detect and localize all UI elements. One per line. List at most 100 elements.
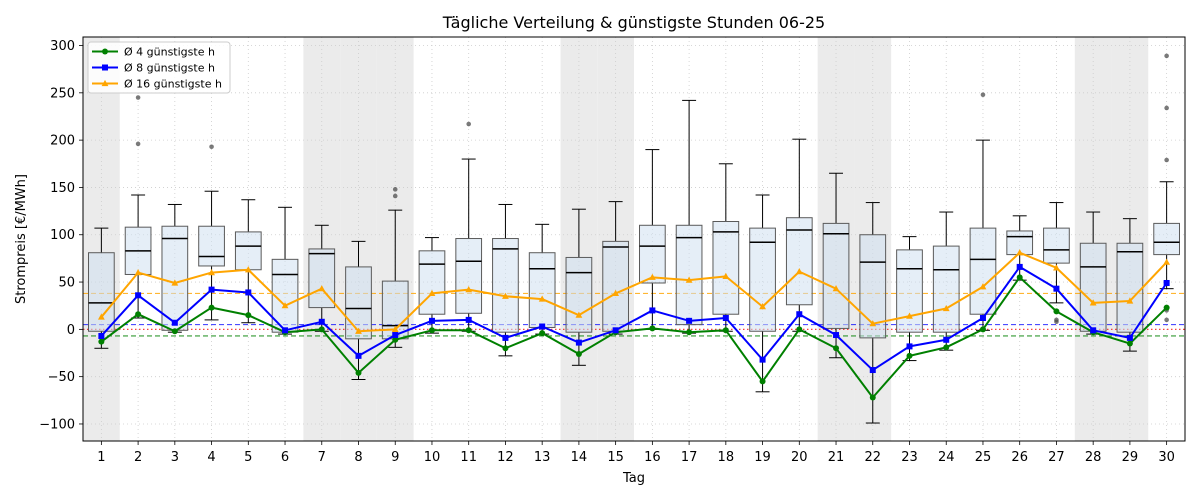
box-iqr [675,224,703,326]
series-marker [392,336,399,343]
series-marker [539,330,546,337]
box-iqr [602,240,629,332]
boxplot-day-12 [492,203,519,357]
outlier-point [1054,319,1059,325]
series-marker [1126,334,1133,341]
chart-title: Tägliche Verteilung & günstigste Stunden… [442,13,825,32]
series-marker [943,336,950,343]
x-tick-label: 11 [460,450,477,465]
boxplot-day-4 [198,144,225,321]
series-marker [1053,264,1060,271]
series-marker [869,320,877,327]
series-marker [428,289,436,297]
box-iqr [1116,242,1144,333]
x-tick-label: 9 [391,450,399,465]
legend-marker [102,64,108,71]
series-marker [869,367,876,374]
series-marker [98,338,105,345]
series-line [100,251,1168,333]
x-tick-label: 19 [754,450,771,465]
series-marker [244,266,252,273]
x-tick-label: 30 [1158,450,1175,465]
series-marker [869,394,876,401]
series-marker [722,327,729,334]
x-tick-label: 20 [791,450,808,465]
outlier-point [135,95,141,100]
series-marker [171,279,179,286]
series-marker [208,268,215,276]
x-tick-label: 29 [1122,450,1139,465]
series-marker [171,319,178,326]
outlier-point [466,121,472,127]
series-marker [318,326,325,333]
series-1 [98,263,1170,374]
y-tick-label: −100 [39,417,75,432]
series-marker [685,276,693,283]
series-marker [465,286,473,293]
boxplot-day-25 [969,92,997,331]
y-tick-label: 150 [50,181,75,196]
series-line [100,276,1168,399]
series-marker [649,307,656,314]
boxplot-day-14 [565,208,593,366]
series-marker [502,334,509,341]
box-iqr [712,220,740,315]
series-marker [282,327,289,334]
series-marker [649,325,656,332]
boxplot-day-27 [1043,202,1070,325]
x-tick-label: 27 [1048,450,1065,465]
x-tick-label: 5 [244,450,252,465]
series-marker [355,327,362,334]
series-marker [1053,308,1060,315]
x-tick-label: 17 [681,450,698,465]
y-tick-label: 300 [50,39,75,54]
series-line [100,265,1168,372]
series-marker [979,283,987,290]
y-tick-label: −50 [48,370,75,385]
boxplot-day-15 [602,201,629,335]
box-iqr [969,227,997,315]
boxplot-day-28 [1079,211,1107,335]
series-marker [906,343,913,350]
box-iqr [1079,242,1107,332]
series-marker [1016,263,1023,270]
y-tick-label: 100 [50,228,75,243]
plot-frame [82,36,1186,442]
series-marker [135,292,142,299]
series-marker [502,292,509,299]
outlier-point [1164,317,1169,323]
series-marker [1089,299,1097,306]
boxplot-day-1 [88,227,115,349]
series-marker [392,332,399,339]
series-marker [171,328,178,335]
box-iqr [822,222,850,329]
series-marker [943,344,950,351]
series-marker [135,311,142,318]
legend-label: Ø 8 günstigste h [124,62,215,75]
legend-label: Ø 4 günstigste h [124,46,215,59]
x-tick-label: 14 [571,450,588,465]
y-tick-label: 50 [58,276,75,291]
series-marker [686,329,693,336]
x-tick-label: 18 [718,450,735,465]
series-marker [1090,327,1097,334]
series-marker [245,312,252,319]
x-tick-label: 4 [207,450,215,465]
box-iqr [1153,222,1180,256]
series-marker [575,350,582,357]
x-tick-label: 12 [497,450,514,465]
x-tick-label: 6 [281,450,289,465]
x-tick-label: 24 [938,450,955,465]
outlier-point [392,187,398,192]
box-iqr [785,217,813,306]
series-marker [1163,304,1170,311]
series-marker [906,312,913,319]
box-iqr [1043,227,1070,264]
outlier-point [392,193,398,199]
series-marker [612,327,619,334]
boxplot-day-8 [345,240,372,381]
y-tick-label: 250 [50,86,75,101]
box-iqr [198,225,225,267]
series-marker [1016,249,1024,256]
